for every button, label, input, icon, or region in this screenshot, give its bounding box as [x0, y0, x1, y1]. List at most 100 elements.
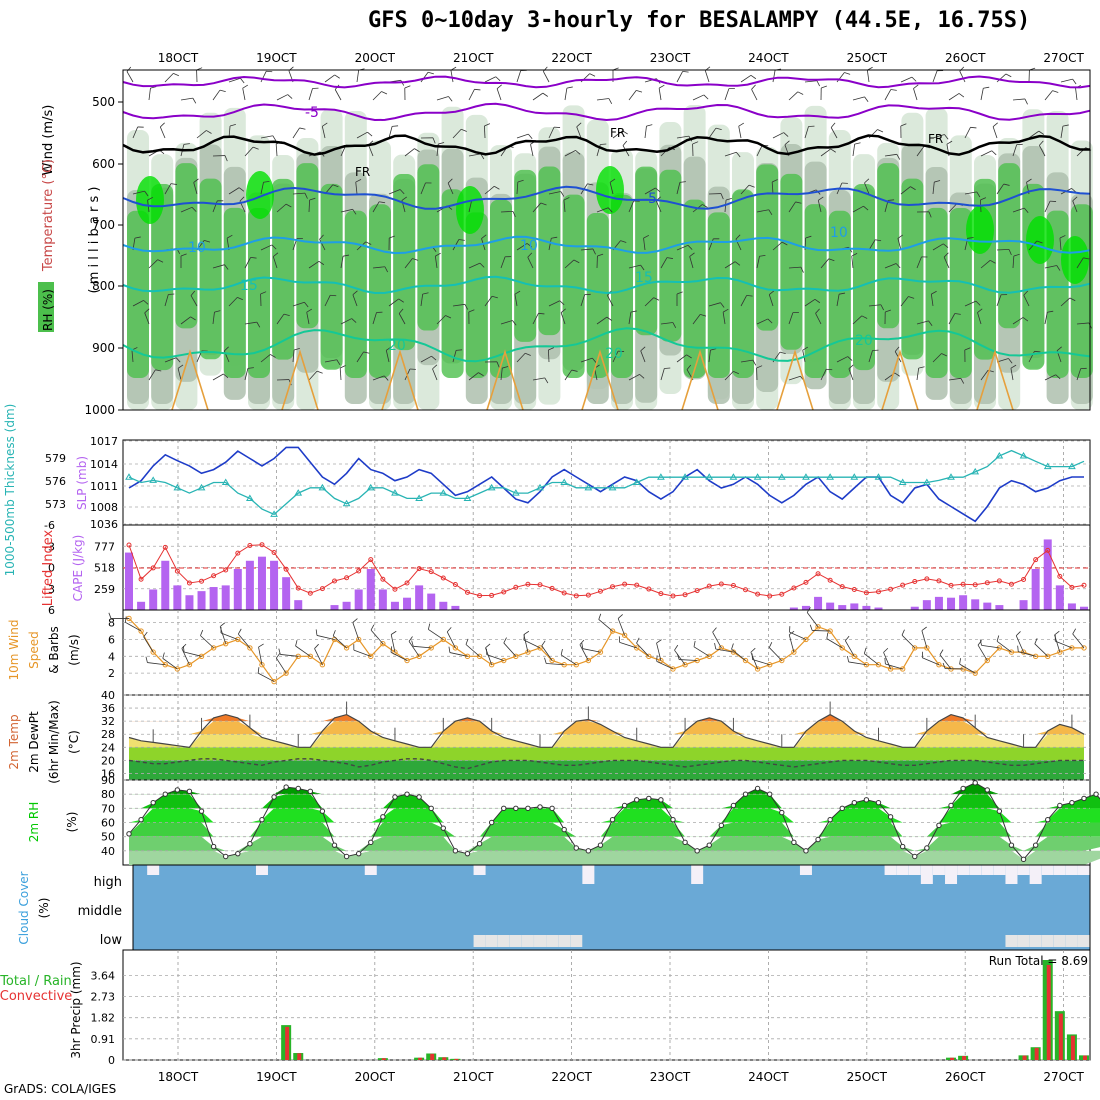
- rh-marker: [138, 816, 144, 823]
- upper-wind-barb: [157, 259, 164, 263]
- upper-wind-barb: [828, 258, 835, 262]
- cape-bar: [197, 591, 206, 610]
- upper-wind-barb: [464, 304, 469, 310]
- thickness-marker: [1068, 462, 1076, 470]
- upper-wind-barb: [468, 372, 479, 381]
- wind-barb: [182, 645, 185, 653]
- wind-speed-marker: [150, 649, 156, 655]
- upper-wind-barb: [943, 243, 949, 248]
- upper-wind-barb: [692, 141, 699, 145]
- wind-barb: [220, 632, 238, 640]
- upper-wind-barb: [401, 196, 407, 201]
- upper-wind-barb: [548, 126, 555, 139]
- upper-wind-barb: [676, 71, 683, 83]
- upper-wind-barb: [512, 320, 517, 326]
- lifted-index-marker: [718, 581, 724, 587]
- lifted-index-marker: [863, 590, 869, 596]
- thickness-marker: [463, 494, 472, 501]
- wind-barb: [942, 662, 946, 669]
- upper-wind-barb: [448, 96, 453, 102]
- upper-wind-barb: [622, 140, 628, 146]
- thickness-marker: [753, 473, 762, 480]
- surface-temp-contour: [776, 349, 814, 411]
- upper-wind-barb: [851, 256, 854, 269]
- upper-wind-barb: [308, 260, 320, 269]
- upper-wind-barb: [474, 88, 481, 91]
- upper-wind-barb: [239, 196, 245, 202]
- upper-wind-barb: [868, 239, 876, 251]
- temp-tick-label: 40: [101, 689, 115, 702]
- thickness-marker: [270, 510, 278, 517]
- upper-wind-barb: [414, 148, 420, 153]
- thickness-marker: [149, 476, 158, 483]
- precip-convective-bar: [1034, 1047, 1039, 1060]
- upper-wind-barb: [769, 290, 775, 295]
- upper-wind-barb: [1028, 240, 1038, 251]
- thickness-marker: [294, 489, 303, 496]
- upper-wind-barb: [240, 78, 245, 84]
- lifted-index-marker: [452, 581, 458, 587]
- upper-wind-barb: [164, 183, 172, 195]
- rh-marker: [210, 843, 217, 850]
- cloud-high-gap: [957, 865, 970, 875]
- wind-tick-label: 2: [108, 667, 115, 680]
- cape-bar: [149, 589, 158, 610]
- thickness-marker: [487, 483, 496, 491]
- cloud-high-gap: [1029, 865, 1042, 884]
- lifted-index-tick-label: 3: [48, 583, 55, 596]
- wind-barb: [806, 607, 811, 613]
- upper-wind-barb: [404, 85, 411, 89]
- wind-barb: [503, 637, 507, 644]
- cape-bar: [221, 585, 230, 610]
- upper-wind-barb: [563, 200, 566, 213]
- cape-bar: [971, 599, 980, 610]
- lifted-index-marker: [174, 568, 180, 574]
- upper-wind-barb: [1076, 368, 1082, 381]
- credit-footer: GrADS: COLA/IGES: [4, 1082, 117, 1096]
- upper-wind-barb: [365, 241, 372, 245]
- wind-barb: [390, 646, 393, 653]
- wind-barb: [411, 640, 414, 647]
- temp-line: [128, 713, 1085, 748]
- wind-speed-marker: [343, 645, 350, 651]
- rh-marker: [585, 848, 592, 854]
- upper-wind-barb: [147, 196, 154, 201]
- wind-axis-label: Wind (m/s): [41, 105, 56, 176]
- upper-wind-barb: [932, 134, 945, 139]
- upper-wind-barb: [340, 318, 352, 325]
- lifted-index-tick-label: 6: [48, 604, 55, 617]
- lifted-index-marker: [537, 582, 543, 588]
- upper-wind-barb: [852, 205, 864, 213]
- upper-wind-barb: [658, 84, 665, 89]
- pressure-tick-label: 500: [92, 95, 115, 109]
- upper-wind-barb: [516, 70, 522, 83]
- upper-wind-barb: [736, 152, 741, 158]
- wind-barb: [181, 648, 190, 665]
- upper-wind-barb: [943, 252, 949, 258]
- upper-wind-barb: [880, 304, 884, 311]
- upper-wind-barb: [192, 97, 197, 104]
- time-axis-top-label: 23OCT: [650, 51, 691, 65]
- wind-speed-marker: [682, 662, 688, 668]
- upper-wind-barb: [980, 259, 991, 269]
- cloud-low-gap: [534, 935, 547, 947]
- wind-barb: [617, 618, 626, 636]
- rh-tick-label: 40: [101, 845, 115, 858]
- upper-wind-barb: [944, 134, 949, 140]
- temp-contour-15: [122, 275, 1091, 295]
- rh-core: [966, 206, 994, 254]
- wind-speed-marker: [573, 662, 579, 668]
- wind-barb: [617, 614, 623, 619]
- wind-barb: [864, 653, 879, 666]
- upper-wind-barb: [996, 294, 1002, 307]
- upper-wind-barb: [815, 308, 820, 314]
- wind-speed-marker: [754, 666, 761, 672]
- upper-wind-barb: [212, 89, 221, 101]
- upper-wind-barb: [996, 183, 1005, 195]
- upper-wind-barb: [306, 312, 310, 325]
- upper-wind-barb: [560, 308, 566, 313]
- upper-wind-barb: [676, 182, 681, 195]
- freezing-label: FR: [610, 126, 625, 140]
- upper-wind-barb: [686, 354, 692, 359]
- wind-speed-marker: [803, 636, 809, 643]
